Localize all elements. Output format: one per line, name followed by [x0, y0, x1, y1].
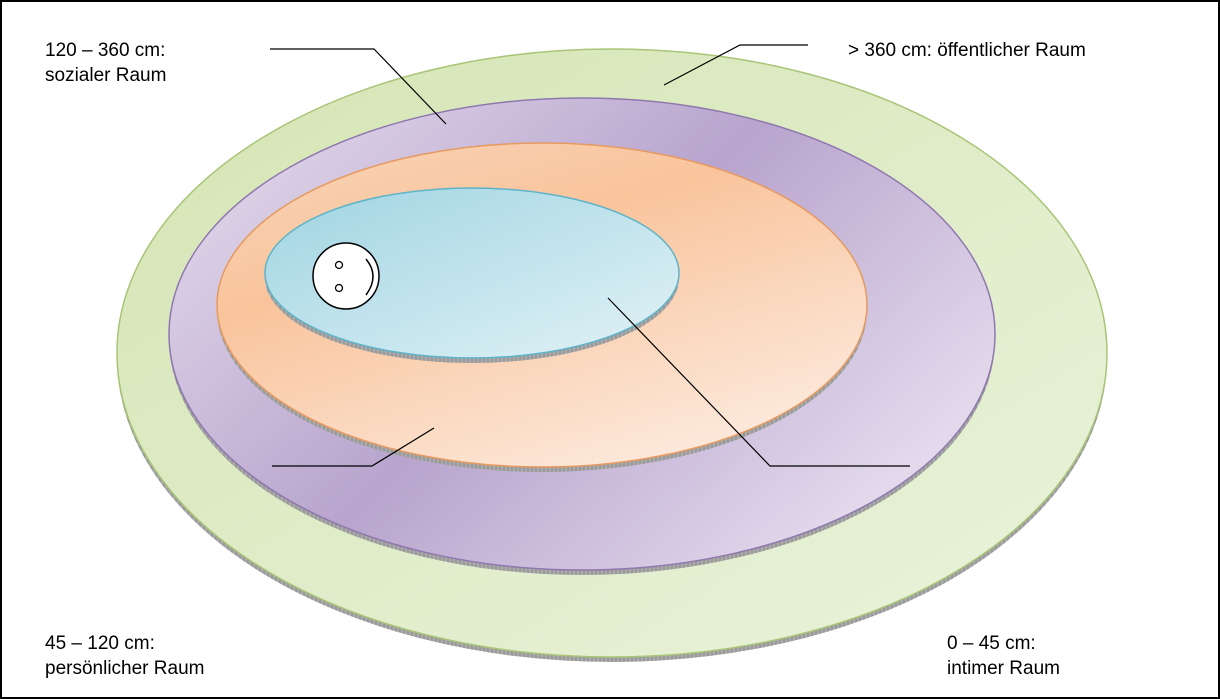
- label-personal-name: persönlicher Raum: [45, 658, 205, 679]
- label-social: 120 – 360 cm: sozialer Raum: [45, 38, 166, 88]
- leader-line-personal: [272, 427, 435, 467]
- label-personal: 45 – 120 cm: persönlicher Raum: [45, 631, 204, 681]
- label-social-name: sozialer Raum: [45, 65, 167, 86]
- leader-line-public: [663, 44, 808, 86]
- zone-intimate: [264, 187, 680, 359]
- label-intimate-name: intimer Raum: [947, 658, 1060, 679]
- label-intimate-range: 0 – 45 cm:: [947, 633, 1036, 654]
- label-social-range: 120 – 360 cm:: [45, 40, 166, 61]
- leader-line-intimate: [607, 297, 910, 467]
- label-public-range: > 360 cm: öffentlicher Raum: [848, 40, 1086, 61]
- label-public: > 360 cm: öffentlicher Raum: [848, 38, 1086, 63]
- smiley-face-icon: [312, 242, 380, 310]
- leader-line-social: [270, 48, 447, 125]
- label-personal-range: 45 – 120 cm:: [45, 633, 155, 654]
- label-intimate: 0 – 45 cm: intimer Raum: [947, 631, 1060, 681]
